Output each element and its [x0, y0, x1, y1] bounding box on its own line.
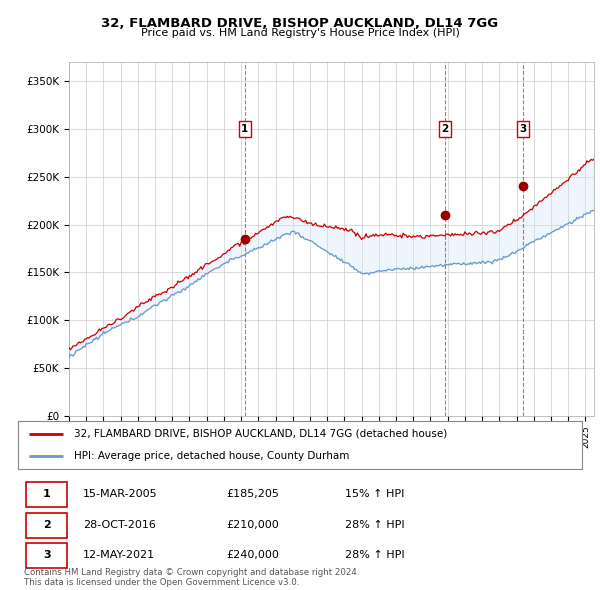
- Text: Contains HM Land Registry data © Crown copyright and database right 2024.
This d: Contains HM Land Registry data © Crown c…: [24, 568, 359, 587]
- FancyBboxPatch shape: [26, 543, 67, 568]
- Text: 28% ↑ HPI: 28% ↑ HPI: [345, 550, 405, 560]
- Text: £210,000: £210,000: [227, 520, 280, 529]
- Text: 1: 1: [43, 489, 50, 499]
- Text: HPI: Average price, detached house, County Durham: HPI: Average price, detached house, Coun…: [74, 451, 350, 461]
- Text: 2: 2: [43, 520, 50, 529]
- FancyBboxPatch shape: [26, 483, 67, 507]
- Text: 2: 2: [441, 124, 448, 134]
- Text: £185,205: £185,205: [227, 489, 280, 499]
- Text: 32, FLAMBARD DRIVE, BISHOP AUCKLAND, DL14 7GG (detached house): 32, FLAMBARD DRIVE, BISHOP AUCKLAND, DL1…: [74, 429, 448, 439]
- Text: 12-MAY-2021: 12-MAY-2021: [83, 550, 155, 560]
- Text: 28% ↑ HPI: 28% ↑ HPI: [345, 520, 405, 529]
- Text: £240,000: £240,000: [227, 550, 280, 560]
- FancyBboxPatch shape: [26, 513, 67, 537]
- Text: 1: 1: [241, 124, 248, 134]
- Text: Price paid vs. HM Land Registry's House Price Index (HPI): Price paid vs. HM Land Registry's House …: [140, 28, 460, 38]
- Text: 15-MAR-2005: 15-MAR-2005: [83, 489, 157, 499]
- Text: 15% ↑ HPI: 15% ↑ HPI: [345, 489, 404, 499]
- Text: 3: 3: [43, 550, 50, 560]
- Text: 28-OCT-2016: 28-OCT-2016: [83, 520, 156, 529]
- Text: 32, FLAMBARD DRIVE, BISHOP AUCKLAND, DL14 7GG: 32, FLAMBARD DRIVE, BISHOP AUCKLAND, DL1…: [101, 17, 499, 30]
- Text: 3: 3: [519, 124, 527, 134]
